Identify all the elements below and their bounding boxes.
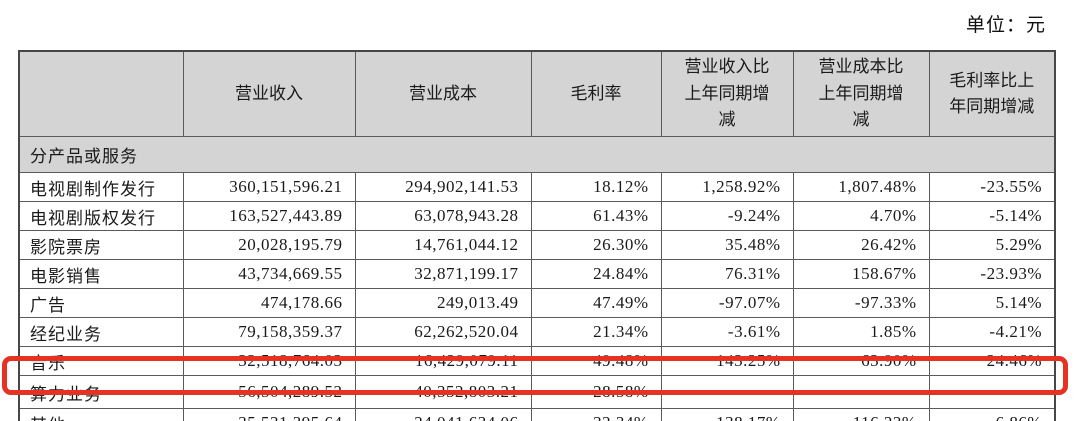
cell-cost: 24,041,634.06 [354,408,532,421]
cell-revenue-yoy: 35.48% [660,230,794,260]
header-gross-margin: 毛利率 [530,50,662,137]
cell-cost: 63,078,943.28 [354,201,532,231]
cell-label: 经纪业务 [18,317,184,347]
header-revenue: 营业收入 [182,50,356,137]
cell-gross-margin: 32.34% [530,408,662,421]
cell-cost: 62,262,520.04 [354,317,532,347]
cell-cost-yoy: 4.70% [792,201,930,231]
cell-label: 电视剧制作发行 [18,172,184,202]
cell-label: 广告 [18,288,184,318]
cell-cost: 40,352,803.21 [354,375,532,409]
cell-revenue: 20,028,195.79 [182,230,356,260]
cell-revenue-yoy: 76.31% [660,259,794,289]
cell-gross-margin-yoy: -4.21% [928,317,1056,347]
cell-label: 算力业务 [18,375,184,409]
table-row: 经纪业务 79,158,359.37 62,262,520.04 21.34% … [18,317,1056,347]
cell-label: 电视剧版权发行 [18,201,184,231]
cell-label: 电影销售 [18,259,184,289]
cell-gross-margin-yoy: 6.86% [928,408,1056,421]
header-product [18,50,184,137]
table-row: 电视剧制作发行 360,151,596.21 294,902,141.53 18… [18,172,1056,202]
table-row: 其他 35,531,395.64 24,041,634.06 32.34% 13… [18,408,1056,421]
cell-gross-margin: 47.49% [530,288,662,318]
cell-gross-margin-yoy: 5.29% [928,230,1056,260]
cell-cost: 249,013.49 [354,288,532,318]
cell-label: 影院票房 [18,230,184,260]
cell-cost-yoy: 1,807.48% [792,172,930,202]
cell-revenue-yoy [660,375,794,409]
table-row-highlighted: 算力业务 56,504,289.52 40,352,803.21 28.58% [18,375,1056,409]
unit-label: 单位：元 [965,15,1046,36]
cell-gross-margin: 61.43% [530,201,662,231]
cell-revenue: 163,527,443.89 [182,201,356,231]
cell-gross-margin: 24.84% [530,259,662,289]
cell-revenue: 474,178.66 [182,288,356,318]
cell-gross-margin-yoy: -5.14% [928,201,1056,231]
header-gross-margin-yoy: 毛利率比上 年同期增减 [928,50,1056,137]
section-label: 分产品或服务 [18,136,1056,173]
cell-cost: 294,902,141.53 [354,172,532,202]
product-service-table: 营业收入 营业成本 毛利率 营业收入比 上年同期增 减 营业成本比 上年同期增 … [18,50,1056,421]
header-cost-yoy: 营业成本比 上年同期增 减 [792,50,930,137]
cell-cost-yoy: 158.67% [792,259,930,289]
cell-cost-yoy [792,375,930,409]
cell-revenue-yoy: 143.25% [660,346,794,376]
header-row: 营业收入 营业成本 毛利率 营业收入比 上年同期增 减 营业成本比 上年同期增 … [18,50,1056,137]
cell-cost-yoy: 26.42% [792,230,930,260]
cell-gross-margin: 26.30% [530,230,662,260]
cell-gross-margin-yoy: -23.93% [928,259,1056,289]
cell-gross-margin: 49.48% [530,346,662,376]
cell-revenue-yoy: -3.61% [660,317,794,347]
cell-gross-margin: 18.12% [530,172,662,202]
header-revenue-yoy: 营业收入比 上年同期增 减 [660,50,794,137]
cell-revenue: 56,504,289.52 [182,375,356,409]
cell-revenue: 43,734,669.55 [182,259,356,289]
cell-gross-margin: 21.34% [530,317,662,347]
cell-revenue-yoy: -9.24% [660,201,794,231]
header-cost: 营业成本 [354,50,532,137]
table-row: 广告 474,178.66 249,013.49 47.49% -97.07% … [18,288,1056,318]
cell-revenue: 360,151,596.21 [182,172,356,202]
table-row: 影院票房 20,028,195.79 14,761,044.12 26.30% … [18,230,1056,260]
cell-gross-margin: 28.58% [530,375,662,409]
cell-gross-margin-yoy: 5.14% [928,288,1056,318]
cell-revenue: 35,531,395.64 [182,408,356,421]
cell-revenue-yoy: 138.17% [660,408,794,421]
cell-cost: 14,761,044.12 [354,230,532,260]
cell-label: 其他 [18,408,184,421]
cell-gross-margin-yoy [928,375,1056,409]
cell-cost-yoy: 1.85% [792,317,930,347]
cell-cost: 16,429,079.11 [354,346,532,376]
section-row: 分产品或服务 [18,136,1056,173]
cell-cost-yoy: -97.33% [792,288,930,318]
cell-cost: 32,871,199.17 [354,259,532,289]
cell-cost-yoy: 63.90% [792,346,930,376]
cell-revenue: 32,518,764.03 [182,346,356,376]
table-row: 电影销售 43,734,669.55 32,871,199.17 24.84% … [18,259,1056,289]
cell-gross-margin-yoy: -23.55% [928,172,1056,202]
cell-revenue-yoy: -97.07% [660,288,794,318]
table-row: 音乐 32,518,764.03 16,429,079.11 49.48% 14… [18,346,1056,376]
cell-gross-margin-yoy: 24.46% [928,346,1056,376]
cell-revenue-yoy: 1,258.92% [660,172,794,202]
cell-cost-yoy: 116.23% [792,408,930,421]
cell-revenue: 79,158,359.37 [182,317,356,347]
cell-label: 音乐 [18,346,184,376]
table-row: 电视剧版权发行 163,527,443.89 63,078,943.28 61.… [18,201,1056,231]
